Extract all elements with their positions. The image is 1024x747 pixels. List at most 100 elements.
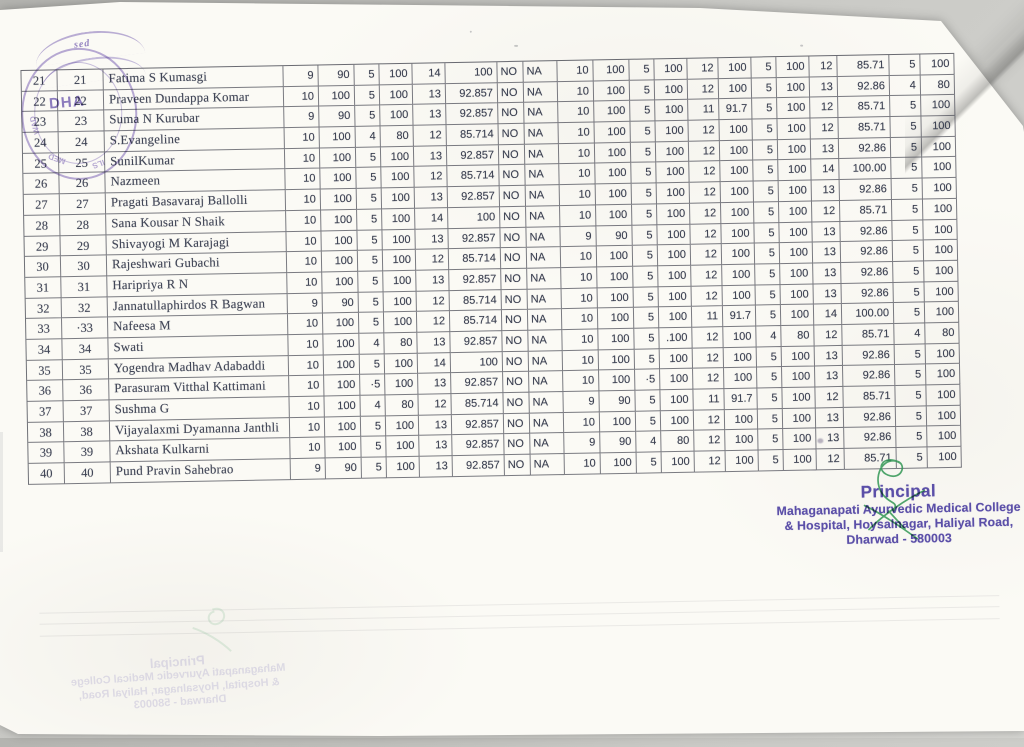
- score-cell: 10: [283, 86, 320, 108]
- score-cell: 80: [661, 431, 695, 453]
- flag-cell: NA: [524, 102, 559, 124]
- serial-number-cell: 38: [27, 421, 65, 444]
- score-cell: 100: [782, 366, 816, 389]
- flag-cell: NO: [503, 413, 531, 435]
- score-cell: 100: [721, 243, 756, 266]
- score-cell: 10: [562, 329, 599, 351]
- flag-cell: NO: [503, 392, 530, 414]
- serial-number-cell: 30: [24, 256, 62, 278]
- score-cell: 100: [783, 449, 817, 471]
- score-cell: 100: [593, 59, 630, 82]
- score-cell: 5: [892, 240, 925, 262]
- score-cell: 12: [413, 125, 447, 147]
- score-cell: 11: [693, 389, 725, 411]
- score-cell: 100: [324, 395, 361, 418]
- flag-cell: NO: [497, 82, 525, 104]
- score-cell: 100: [450, 351, 504, 374]
- score-cell: 100: [386, 436, 420, 458]
- score-cell: 12: [687, 78, 720, 101]
- score-cell: 12: [694, 451, 726, 473]
- score-cell: 92.857: [447, 186, 501, 208]
- score-cell: 5: [890, 95, 922, 118]
- flag-cell: NO: [498, 123, 525, 145]
- score-cell: 100: [723, 347, 758, 369]
- score-cell: 4: [359, 333, 385, 355]
- score-cell: 13: [418, 414, 453, 437]
- score-cell: .100: [659, 327, 693, 349]
- score-cell: 4: [756, 325, 782, 348]
- score-cell: 92.86: [842, 344, 895, 367]
- score-cell: 13: [414, 187, 449, 209]
- score-cell: 5: [357, 209, 383, 231]
- score-cell: 100: [720, 181, 754, 203]
- score-cell: 10: [284, 148, 321, 170]
- score-cell: 10: [288, 334, 324, 356]
- score-cell: 5: [893, 281, 925, 304]
- score-cell: 5: [354, 64, 380, 86]
- score-cell: 90: [600, 432, 637, 454]
- score-cell: 100: [777, 97, 811, 120]
- score-cell: 10: [285, 168, 321, 191]
- flag-cell: NA: [525, 164, 560, 186]
- score-cell: 92.86: [843, 406, 897, 429]
- score-cell: 10: [557, 81, 595, 103]
- score-cell: 9: [560, 225, 597, 248]
- score-cell: 4: [355, 126, 381, 148]
- score-cell: 100: [594, 142, 632, 164]
- score-cell: 85.71: [842, 323, 895, 346]
- score-cell: 100: [780, 263, 814, 285]
- score-cell: 10: [284, 127, 320, 149]
- score-cell: 92.86: [843, 365, 896, 387]
- score-cell: 10: [561, 267, 598, 289]
- score-cell: 5: [632, 204, 658, 226]
- score-cell: 100: [654, 58, 688, 81]
- office-stamp-block: Principal Mahaganapati Ayurvedic Medical…: [767, 480, 1024, 550]
- serial-number-cell: 26: [23, 173, 60, 196]
- flag-cell: NA: [530, 433, 565, 455]
- score-cell: 85.714: [446, 124, 499, 146]
- score-cell: 100: [718, 57, 752, 79]
- score-cell: 9: [564, 432, 601, 455]
- score-cell: 5: [633, 307, 660, 329]
- score-cell: 13: [810, 138, 840, 160]
- score-cell: 14: [813, 304, 843, 326]
- score-cell: 12: [690, 244, 723, 266]
- score-cell: 5: [358, 312, 385, 334]
- score-cell: 100: [656, 182, 690, 205]
- score-cell: 5: [896, 426, 928, 449]
- score-cell: 100: [658, 265, 692, 287]
- flag-cell: NO: [504, 434, 531, 456]
- score-cell: 100: [723, 326, 757, 348]
- serial-number-cell: 34: [26, 339, 63, 361]
- score-cell: 12: [689, 161, 721, 183]
- score-cell: 100.00: [839, 158, 892, 181]
- score-cell: 12: [693, 368, 725, 390]
- score-cell: 92.857: [445, 82, 499, 105]
- score-cell: 100: [718, 78, 753, 100]
- serial-number-cell: ·33: [61, 317, 109, 340]
- score-cell: 10: [286, 251, 323, 273]
- flag-cell: NA: [527, 267, 562, 290]
- score-cell: 10: [560, 246, 598, 268]
- score-cell: 5: [893, 302, 926, 324]
- flag-cell: NO: [498, 103, 525, 125]
- serial-number-cell: 36: [27, 380, 64, 402]
- score-cell: 12: [810, 97, 839, 119]
- score-cell: 9: [283, 65, 319, 87]
- score-cell: 10: [287, 313, 324, 336]
- flag-cell: NA: [523, 61, 558, 83]
- score-cell: 5: [636, 452, 662, 474]
- score-cell: 5: [629, 59, 655, 81]
- serial-number-cell: 31: [25, 277, 62, 299]
- serial-number-cell: 25: [58, 152, 106, 174]
- score-cell: 100: [319, 126, 356, 149]
- score-cell: 13: [811, 180, 840, 202]
- score-cell: 14: [415, 207, 449, 230]
- score-cell: 100: [323, 333, 360, 356]
- score-cell: 12: [691, 285, 723, 307]
- score-cell: 100: [657, 203, 691, 225]
- flag-cell: NA: [529, 392, 564, 414]
- score-cell: 5: [894, 364, 927, 386]
- score-cell: 92.857: [446, 144, 500, 167]
